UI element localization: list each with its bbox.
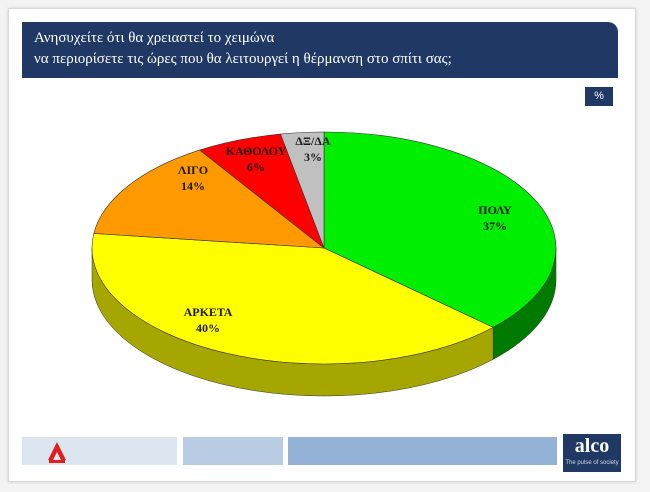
title-line-2: να περιορίσετε τις ώρες που θα λειτουργε… [34, 51, 452, 67]
alco-logo: alco The pulse of society [563, 434, 621, 472]
footer-bar-3 [288, 437, 557, 465]
pie-label-value-4: 3% [304, 150, 322, 164]
footer-bar-2 [183, 437, 283, 465]
pie-label-category-4: ΔΞ/ΔΑ [295, 134, 331, 148]
pie-label-value-3: 6% [247, 160, 265, 174]
unit-badge: % [585, 87, 613, 106]
alco-logo-text: alco [574, 435, 610, 457]
pie-label-category-1: ΑΡΚΕΤΑ [184, 305, 233, 319]
footer-bar-1 [22, 437, 177, 465]
alco-tagline: The pulse of society [565, 460, 619, 466]
pie-slice-2 [93, 149, 325, 249]
pie-label-category-2: ΛΙΓΟ [178, 163, 208, 177]
pie-label-value-2: 14% [181, 179, 205, 193]
brand-logo-icon [48, 442, 66, 463]
title-bar: Ανησυχείτε ότι θα χρειαστεί το χειμώνα ν… [22, 22, 618, 78]
pie-label-category-0: ΠΟΛΥ [478, 203, 512, 217]
pie-slice-1 [91, 233, 494, 365]
pie-slice-4 [280, 131, 325, 249]
title-line-1: Ανησυχείτε ότι θα χρειαστεί το χειμώνα [34, 30, 275, 46]
pie-slice-0 [323, 131, 557, 328]
pie-label-value-1: 40% [196, 321, 220, 335]
pie-label-value-0: 37% [483, 219, 507, 233]
pie-label-category-3: ΚΑΘΟΛΟΥ [226, 144, 287, 158]
